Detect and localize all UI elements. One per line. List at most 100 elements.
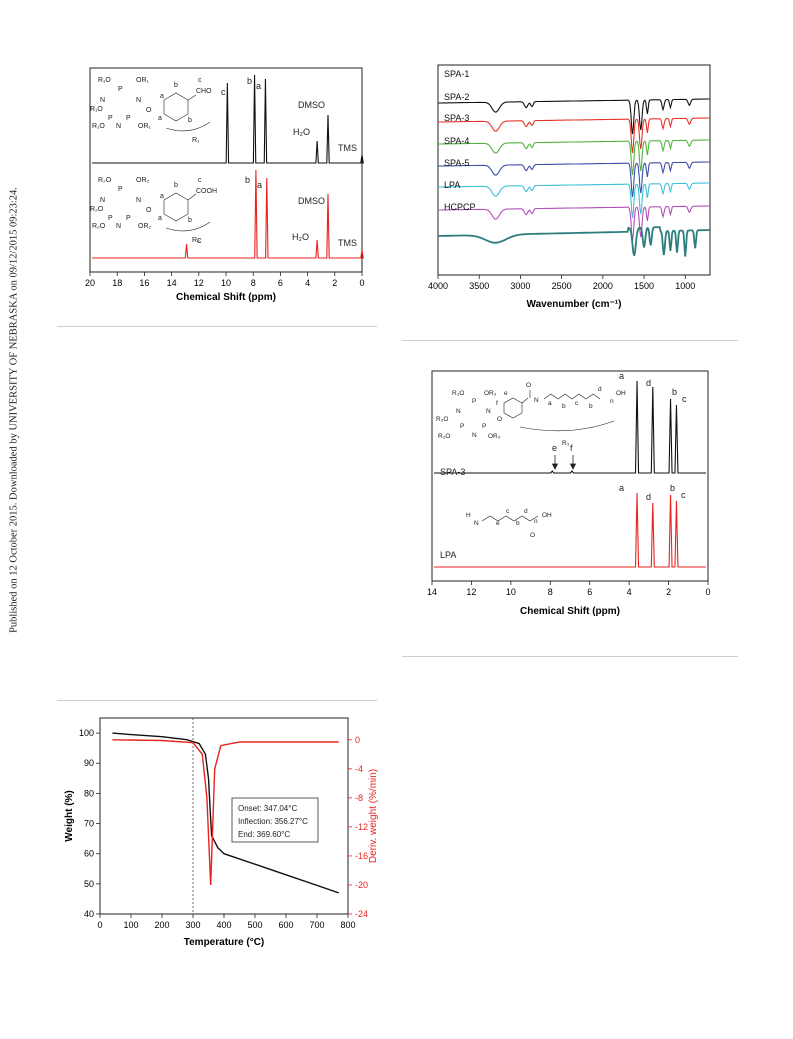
tga-y2tick-label: -4 <box>355 764 363 774</box>
nmr2-tick-label: 2 <box>666 587 671 597</box>
svg-text:O: O <box>526 382 531 389</box>
nmr2-figure: 14 12 10 8 6 4 2 0 R₃O OR₃ P N N R₃O P P R₃O N OR₃ O … <box>427 370 711 617</box>
ir-xlabel: Wavenumber (cm⁻¹) <box>527 299 622 310</box>
divider <box>402 340 738 341</box>
spa3-spectrum <box>434 380 706 474</box>
cho-label: CHO <box>196 88 212 95</box>
tga-y2tick-label: -16 <box>355 851 368 861</box>
spa3-peak-d: d <box>646 378 651 388</box>
spa3-oh-label: OH <box>616 390 626 397</box>
ir-spectrum <box>438 161 710 198</box>
nmr1-bottom-peak-b: b <box>245 175 250 185</box>
ir-spectrum <box>438 117 710 154</box>
svg-text:OR₃: OR₃ <box>484 390 497 397</box>
lpa-h-label: H <box>466 512 471 519</box>
svg-text:OR₁: OR₁ <box>136 77 150 84</box>
ir-spectrum <box>438 139 710 176</box>
tga-deriv-curve <box>112 739 339 886</box>
cooh-label: COOH <box>196 188 217 195</box>
ir-tick-label: 2500 <box>552 281 572 291</box>
svg-text:N: N <box>100 197 105 204</box>
ir-series-label: SPA-4 <box>444 136 469 146</box>
tga-ytick-label: 90 <box>84 758 94 768</box>
side-note-text: Published on 12 October 2015. Downloaded… <box>8 187 20 633</box>
nmr1-top-dmso: DMSO <box>298 100 325 110</box>
lpa-label: LPA <box>440 550 456 560</box>
r3-label: R₃ <box>562 440 570 447</box>
nmr2-tick-label: 8 <box>548 587 553 597</box>
r2-label: R₂ <box>192 237 200 244</box>
nmr1-bottom-peak-a: a <box>257 180 262 190</box>
ir-figure: 4000 3500 3000 2500 2000 1500 1000 SPA-1 SPA-2 S… <box>428 64 711 310</box>
nmr1-top-tms: TMS <box>338 143 357 153</box>
tga-xtick-label: 600 <box>278 920 293 930</box>
ir-series-label: LPA <box>444 180 460 190</box>
nmr1-tick-label: 20 <box>85 278 95 288</box>
svg-text:N: N <box>136 97 141 104</box>
ir-tick-label: 1500 <box>634 281 654 291</box>
nmr1-top-peak-a: a <box>256 81 261 91</box>
ir-spectrum <box>438 205 710 242</box>
tga-y2tick-label: -24 <box>355 909 368 919</box>
tga-y2tick-label: -20 <box>355 880 368 890</box>
nmr1-tick-label: 18 <box>112 278 122 288</box>
svg-text:b: b <box>516 520 520 527</box>
download-side-note: Published on 12 October 2015. Downloaded… <box>1 180 27 640</box>
svg-text:N: N <box>116 123 121 130</box>
spa3-peak-b: b <box>672 387 677 397</box>
nmr2-tick-label: 14 <box>427 587 437 597</box>
svg-text:R₃O: R₃O <box>438 433 450 440</box>
spa3-peak-e: e <box>552 443 557 453</box>
svg-text:R₂O: R₂O <box>98 177 112 184</box>
svg-text:a: a <box>160 193 164 200</box>
ir-spectrum <box>438 98 710 135</box>
nmr1-bottom-h2o: H₂O <box>292 232 309 242</box>
tga-ytick-label: 40 <box>84 909 94 919</box>
tga-y2tick-label: 0 <box>355 735 360 745</box>
nmr1-top-peak-c: c <box>221 87 226 97</box>
svg-text:R₁O: R₁O <box>92 123 105 130</box>
lpa-peak-d: d <box>646 492 651 502</box>
nmr1-tick-label: 10 <box>221 278 231 288</box>
svg-text:R₃O: R₃O <box>452 390 464 397</box>
svg-text:e: e <box>496 520 500 527</box>
nmr1-bottom-dmso: DMSO <box>298 196 325 206</box>
nmr1-tick-label: 6 <box>278 278 283 288</box>
nmr2-xlabel: Chemical Shift (ppm) <box>520 606 620 617</box>
svg-text:P: P <box>472 398 476 405</box>
svg-text:O: O <box>530 532 535 539</box>
tga-ytick-label: 80 <box>84 788 94 798</box>
nmr1-tick-label: 0 <box>359 278 364 288</box>
r1-label: R₁ <box>192 137 200 144</box>
svg-text:P: P <box>108 115 113 122</box>
tga-xtick-label: 700 <box>309 920 324 930</box>
nmr1-frame <box>89 67 363 273</box>
spa3-structure: R₃O OR₃ P N N R₃O P P R₃O N OR₃ O O N a b c b d n… <box>436 382 626 447</box>
nmr1-tick-label: 4 <box>305 278 310 288</box>
svg-text:N: N <box>472 432 477 439</box>
svg-text:b: b <box>188 217 192 224</box>
svg-text:c: c <box>506 508 510 515</box>
ir-tick-label: 4000 <box>428 281 448 291</box>
svg-text:d: d <box>598 386 602 393</box>
tga-end: End: 369.60°C <box>238 830 290 839</box>
svg-text:b: b <box>174 182 178 189</box>
svg-text:e: e <box>504 390 508 397</box>
svg-text:f: f <box>496 400 498 407</box>
svg-text:P: P <box>108 215 113 222</box>
svg-text:c: c <box>198 77 202 84</box>
tga-xtick-label: 400 <box>216 920 231 930</box>
ir-tick-label: 2000 <box>593 281 613 291</box>
svg-text:P: P <box>482 423 486 430</box>
ir-tick-label: 1000 <box>675 281 695 291</box>
ir-spectrum <box>438 182 710 219</box>
svg-text:OR₂: OR₂ <box>136 177 150 184</box>
ir-series-label: SPA-1 <box>444 69 469 79</box>
lpa-oh-label: OH <box>542 512 552 519</box>
nmr1-bottom-tms: TMS <box>338 238 357 248</box>
spa3-label: SPA-3 <box>440 467 465 477</box>
tga-xtick-label: 100 <box>123 920 138 930</box>
